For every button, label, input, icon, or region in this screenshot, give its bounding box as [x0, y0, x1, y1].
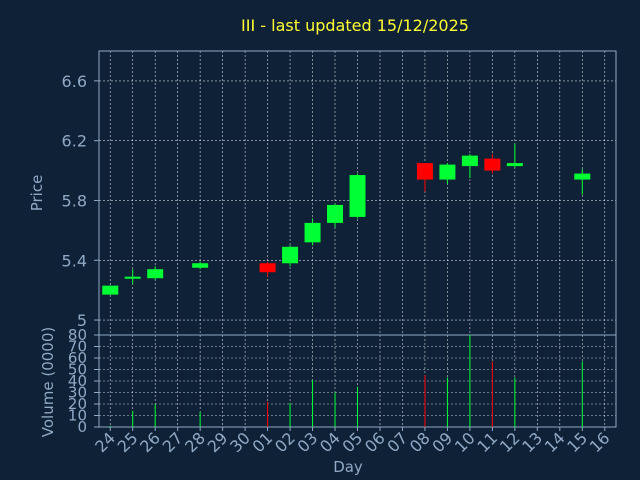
- volume-tick-label: 20: [68, 395, 87, 413]
- volume-tick-label: 40: [68, 372, 87, 390]
- candle-body: [259, 263, 276, 273]
- volume-tick-label: 50: [68, 361, 87, 379]
- candle-body: [327, 204, 344, 223]
- x-axis-label: Day: [333, 458, 363, 476]
- price-axis: 5 5.4 5.8 6.2 6.6: [62, 72, 99, 330]
- candle-body: [439, 164, 456, 180]
- price-tick-label: 5.8: [62, 191, 87, 210]
- price-tick-label: 5.4: [62, 251, 87, 270]
- volume-tick-label: 10: [68, 407, 87, 425]
- volume-axis-label: Volume (0000): [39, 327, 57, 437]
- candle-body: [282, 246, 299, 264]
- price-tick-label: 6.2: [62, 132, 87, 151]
- volume-tick-label: 60: [68, 349, 87, 367]
- volume-tick-label: 70: [68, 338, 87, 356]
- x-axis: 2425262728293001020304050607080910111213…: [91, 427, 614, 456]
- candle-body: [124, 276, 141, 279]
- candle-body: [574, 173, 591, 180]
- price-axis-label: Price: [28, 175, 46, 212]
- volume-bars: [109, 335, 583, 427]
- volume-tick-label: 80: [68, 326, 87, 344]
- candle-body: [102, 285, 119, 295]
- candles: [102, 143, 591, 295]
- candle-body: [416, 163, 433, 180]
- price-tick-label: 6.6: [62, 72, 87, 91]
- volume-tick-label: 30: [68, 384, 87, 402]
- candle-body: [484, 158, 501, 171]
- candle-body: [506, 163, 523, 167]
- candle-body: [349, 175, 366, 217]
- candle-body: [147, 269, 164, 279]
- x-tick-label: 16: [586, 428, 614, 456]
- price-tick-label: 5: [77, 311, 87, 330]
- candle-body: [192, 263, 209, 268]
- volume-tick-label: 0: [77, 418, 87, 436]
- candle-body: [461, 155, 478, 167]
- candle-body: [304, 222, 321, 243]
- chart-title: III - last updated 15/12/2025: [241, 16, 469, 35]
- price-grid: [99, 51, 616, 335]
